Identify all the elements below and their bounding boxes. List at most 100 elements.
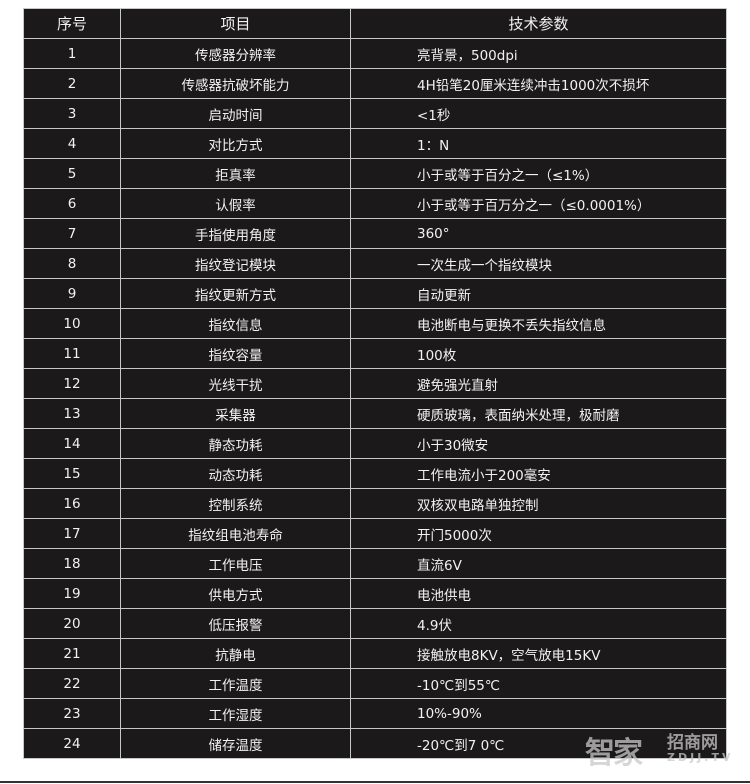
table-row: 24 储存温度 -20℃到7 0℃ [23,728,727,759]
table-row: 21 抗静电 接触放电8KV，空气放电15KV [23,638,727,669]
cell-spec: 自动更新 [350,278,727,309]
cell-index: 20 [23,608,121,639]
cell-item: 传感器分辨率 [120,38,351,69]
cell-index: 5 [23,158,121,189]
cell-item: 拒真率 [120,158,351,189]
cell-index: 10 [23,308,121,339]
header-spec: 技术参数 [350,8,727,39]
cell-spec: 小于或等于百分之一（≤1%） [350,158,727,189]
cell-spec: 一次生成一个指纹模块 [350,248,727,279]
table-row: 15 动态功耗 工作电流小于200毫安 [23,458,727,489]
cell-index: 2 [23,68,121,99]
cell-index: 9 [23,278,121,309]
table-row: 10 指纹信息 电池断电与更换不丢失指纹信息 [23,308,727,339]
cell-spec: 小于30微安 [350,428,727,459]
cell-spec: 360° [350,218,727,249]
table-row: 3 启动时间 <1秒 [23,98,727,129]
cell-spec: 电池供电 [350,578,727,609]
cell-item: 指纹更新方式 [120,278,351,309]
cell-index: 1 [23,38,121,69]
cell-index: 14 [23,428,121,459]
table-row: 2 传感器抗破坏能力 4H铅笔20厘米连续冲击1000次不损坏 [23,68,727,99]
cell-index: 17 [23,518,121,549]
cell-index: 24 [23,728,121,759]
cell-item: 供电方式 [120,578,351,609]
table-row: 19 供电方式 电池供电 [23,578,727,609]
cell-index: 7 [23,218,121,249]
cell-item: 指纹组电池寿命 [120,518,351,549]
cell-spec: -10℃到55℃ [350,668,727,699]
cell-spec: <1秒 [350,98,727,129]
cell-index: 8 [23,248,121,279]
cell-item: 光线干扰 [120,368,351,399]
table-row: 20 低压报警 4.9伏 [23,608,727,639]
cell-item: 指纹登记模块 [120,248,351,279]
cell-item: 手指使用角度 [120,218,351,249]
cell-index: 18 [23,548,121,579]
cell-item: 低压报警 [120,608,351,639]
cell-item: 工作温度 [120,668,351,699]
table-row: 23 工作湿度 10%-90% [23,698,727,729]
header-index: 序号 [23,8,121,39]
cell-spec: 10%-90% [350,698,727,729]
table-row: 7 手指使用角度 360° [23,218,727,249]
cell-index: 16 [23,488,121,519]
cell-index: 12 [23,368,121,399]
cell-item: 工作湿度 [120,698,351,729]
table-row: 14 静态功耗 小于30微安 [23,428,727,459]
cell-spec: 4.9伏 [350,608,727,639]
cell-item: 对比方式 [120,128,351,159]
table-row: 1 传感器分辨率 亮背景，500dpi [23,38,727,69]
cell-item: 采集器 [120,398,351,429]
cell-spec: 开门5000次 [350,518,727,549]
cell-item: 启动时间 [120,98,351,129]
cell-spec: -20℃到7 0℃ [350,728,727,759]
cell-index: 15 [23,458,121,489]
cell-spec: 接触放电8KV，空气放电15KV [350,638,727,669]
table-row: 13 采集器 硬质玻璃，表面纳米处理，极耐磨 [23,398,727,429]
spec-table: 序号 项目 技术参数 1 传感器分辨率 亮背景，500dpi 2 传感器抗破坏能力 4H铅… [23,8,727,759]
cell-spec: 硬质玻璃，表面纳米处理，极耐磨 [350,398,727,429]
table-row: 12 光线干扰 避免强光直射 [23,368,727,399]
cell-item: 传感器抗破坏能力 [120,68,351,99]
cell-spec: 1：N [350,128,727,159]
table-row: 4 对比方式 1：N [23,128,727,159]
cell-index: 21 [23,638,121,669]
table-header-row: 序号 项目 技术参数 [23,8,727,39]
cell-index: 19 [23,578,121,609]
cell-item: 抗静电 [120,638,351,669]
header-item: 项目 [120,8,351,39]
cell-item: 指纹容量 [120,338,351,369]
cell-item: 指纹信息 [120,308,351,339]
cell-spec: 避免强光直射 [350,368,727,399]
cell-item: 控制系统 [120,488,351,519]
cell-index: 23 [23,698,121,729]
cell-index: 22 [23,668,121,699]
table-row: 5 拒真率 小于或等于百分之一（≤1%） [23,158,727,189]
cell-item: 认假率 [120,188,351,219]
table-row: 6 认假率 小于或等于百万分之一（≤0.0001%） [23,188,727,219]
cell-spec: 亮背景，500dpi [350,38,727,69]
cell-index: 6 [23,188,121,219]
cell-index: 4 [23,128,121,159]
table-row: 16 控制系统 双核双电路单独控制 [23,488,727,519]
cell-item: 工作电压 [120,548,351,579]
cell-spec: 双核双电路单独控制 [350,488,727,519]
cell-index: 3 [23,98,121,129]
cell-spec: 电池断电与更换不丢失指纹信息 [350,308,727,339]
table-row: 17 指纹组电池寿命 开门5000次 [23,518,727,549]
table-row: 8 指纹登记模块 一次生成一个指纹模块 [23,248,727,279]
table-row: 18 工作电压 直流6V [23,548,727,579]
cell-item: 储存温度 [120,728,351,759]
table-row: 11 指纹容量 100枚 [23,338,727,369]
cell-index: 11 [23,338,121,369]
cell-spec: 直流6V [350,548,727,579]
cell-item: 动态功耗 [120,458,351,489]
table-row: 22 工作温度 -10℃到55℃ [23,668,727,699]
table-row: 9 指纹更新方式 自动更新 [23,278,727,309]
cell-index: 13 [23,398,121,429]
cell-spec: 小于或等于百万分之一（≤0.0001%） [350,188,727,219]
cell-spec: 工作电流小于200毫安 [350,458,727,489]
divider [0,781,750,783]
cell-spec: 100枚 [350,338,727,369]
